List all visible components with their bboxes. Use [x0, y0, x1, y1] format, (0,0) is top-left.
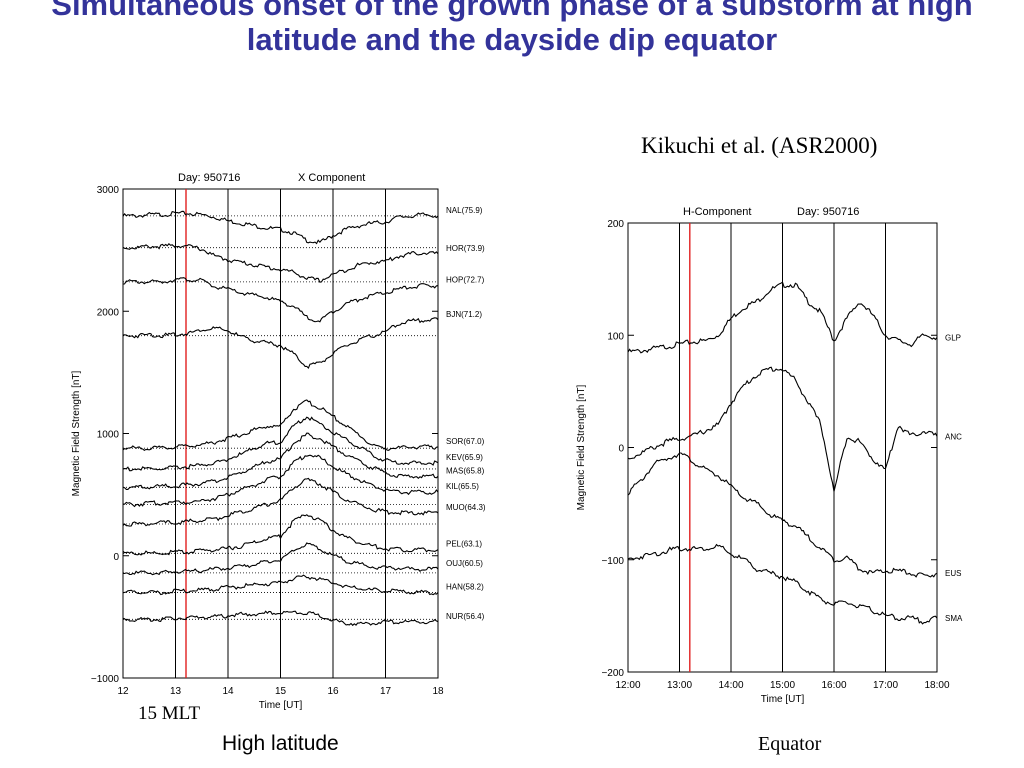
series-label: PEL(63.1) — [446, 540, 482, 549]
x-axis-label: Time [UT] — [761, 694, 805, 705]
mlt-label: 15 MLT — [138, 703, 201, 724]
x-tick-label: 12:00 — [615, 680, 640, 691]
y-axis-label: Magnetic Field Strength [nT] — [71, 370, 82, 496]
y-axis-label: Magnetic Field Strength [nT] — [576, 384, 587, 510]
x-tick-label: 18:00 — [924, 680, 949, 691]
series-label: EUS — [945, 569, 961, 578]
series-line — [122, 243, 439, 283]
series-line — [627, 366, 938, 492]
y-tick-label: 0 — [113, 552, 119, 563]
series-line — [122, 210, 439, 245]
series-label: BJN(71.2) — [446, 310, 482, 319]
x-tick-label: 17 — [380, 686, 392, 697]
series-label: NUR(56.4) — [446, 612, 485, 621]
series-label: ANC — [945, 432, 962, 441]
series-label: NAL(75.9) — [446, 206, 483, 215]
chart-subtitle: X Component — [298, 172, 365, 184]
series-line — [122, 477, 439, 527]
x-tick-label: 17:00 — [873, 680, 898, 691]
slide-title: Simultaneous onset of the growth phase o… — [51, 0, 973, 57]
series-line — [122, 610, 439, 627]
series-label: HOP(72.7) — [446, 276, 485, 285]
x-tick-label: 15:00 — [770, 680, 795, 691]
y-tick-label: 0 — [618, 444, 624, 455]
series-label: OUJ(60.5) — [446, 559, 483, 568]
x-tick-label: 13 — [170, 686, 182, 697]
series-label: KEV(65.9) — [446, 453, 483, 462]
y-tick-label: −200 — [601, 668, 624, 679]
series-label: HOR(73.9) — [446, 244, 485, 253]
x-tick-label: 15 — [275, 686, 287, 697]
y-tick-label: −100 — [601, 556, 624, 567]
caption-equator: Equator — [758, 733, 822, 755]
y-tick-label: 1000 — [97, 430, 120, 441]
series-line — [627, 543, 938, 625]
series-line — [122, 277, 439, 323]
series-label: SOR(67.0) — [446, 437, 485, 446]
series-label: MAS(65.8) — [446, 466, 485, 475]
x-tick-label: 16 — [327, 686, 339, 697]
series-line — [627, 281, 938, 354]
y-tick-label: 2000 — [97, 307, 120, 318]
y-tick-label: 100 — [607, 331, 624, 342]
chart-title: Day: 950716 — [178, 172, 240, 184]
series-label: GLP — [945, 333, 961, 342]
series-line — [122, 454, 439, 508]
series-line — [122, 432, 439, 490]
caption-high-latitude: High latitude — [222, 732, 339, 755]
y-tick-label: 200 — [607, 219, 624, 230]
y-tick-label: 3000 — [97, 185, 120, 196]
series-line — [122, 317, 439, 369]
series-label: KIL(65.5) — [446, 482, 479, 491]
x-tick-label: 13:00 — [667, 680, 692, 691]
series-label: HAN(58.2) — [446, 582, 484, 591]
y-tick-label: −1000 — [91, 674, 120, 685]
chart-subtitle: Day: 950716 — [797, 206, 859, 218]
series-line — [122, 574, 439, 596]
x-axis-label: Time [UT] — [259, 700, 303, 711]
x-tick-label: 16:00 — [821, 680, 846, 691]
x-tick-label: 14:00 — [718, 680, 743, 691]
x-tick-label: 12 — [117, 686, 129, 697]
series-label: MUO(64.3) — [446, 503, 486, 512]
series-line — [122, 514, 439, 556]
chart-title: H-Component — [683, 206, 751, 218]
series-line — [122, 416, 439, 472]
series-line — [627, 452, 938, 578]
series-label: SMA — [945, 614, 963, 623]
x-tick-label: 18 — [432, 686, 444, 697]
citation: Kikuchi et al. (ASR2000) — [641, 133, 878, 158]
series-line — [122, 542, 439, 576]
series-line — [122, 399, 439, 451]
x-tick-label: 14 — [222, 686, 234, 697]
